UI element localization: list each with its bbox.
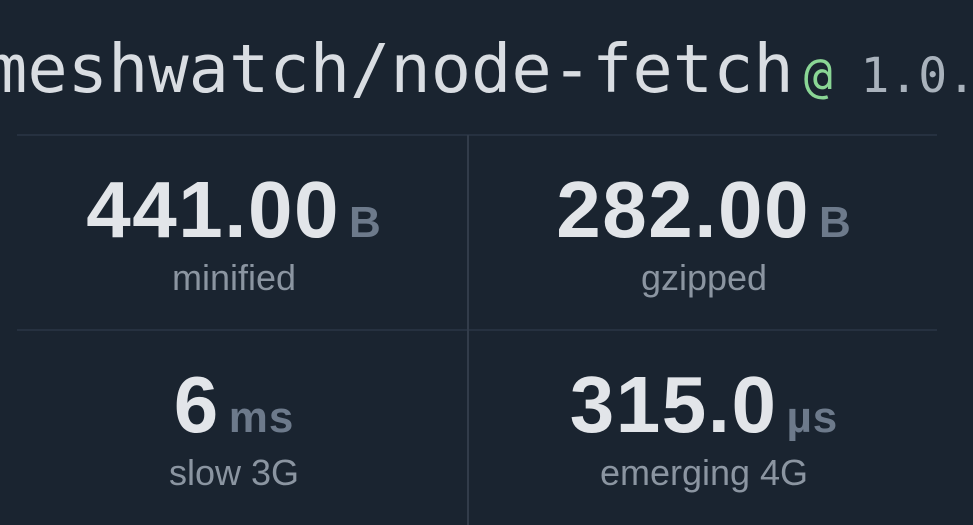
stat-emerging-4g-value-row: 315.0 µs (569, 359, 839, 449)
stat-gzipped-value-row: 282.00 B (556, 164, 852, 254)
package-version-group: @1.0. (804, 48, 973, 104)
package-header: meshwatch/node-fetch @1.0. (0, 30, 973, 108)
stat-minified-unit: B (348, 197, 382, 247)
stat-gzipped-value: 282.00 (556, 164, 810, 254)
stat-minified-label: minified (171, 256, 297, 298)
stat-minified: 441.00 B minified (0, 135, 468, 330)
stat-slow-3g-value-row: 6 ms (173, 359, 295, 449)
stat-slow-3g-label: slow 3G (168, 451, 300, 493)
stat-slow-3g-unit: ms (228, 392, 295, 442)
stat-slow-3g: 6 ms slow 3G (0, 330, 468, 525)
stats-grid: 441.00 B minified 282.00 B gzipped 6 ms … (0, 135, 940, 525)
stat-gzipped-unit: B (818, 197, 852, 247)
stat-emerging-4g-unit: µs (786, 392, 839, 442)
divider-horizontal-middle (17, 329, 937, 331)
stat-gzipped-label: gzipped (640, 256, 768, 298)
divider-horizontal-top (17, 134, 937, 136)
package-version: 1.0. (860, 48, 973, 104)
stat-slow-3g-value: 6 (173, 359, 220, 449)
divider-vertical (467, 135, 469, 525)
at-symbol: @ (803, 48, 833, 104)
stat-emerging-4g: 315.0 µs emerging 4G (468, 330, 940, 525)
stat-minified-value: 441.00 (86, 164, 340, 254)
stat-emerging-4g-value: 315.0 (569, 359, 778, 449)
package-name: meshwatch/node-fetch (0, 30, 794, 108)
stat-minified-value-row: 441.00 B (86, 164, 382, 254)
stat-gzipped: 282.00 B gzipped (468, 135, 940, 330)
stat-emerging-4g-label: emerging 4G (599, 451, 809, 493)
